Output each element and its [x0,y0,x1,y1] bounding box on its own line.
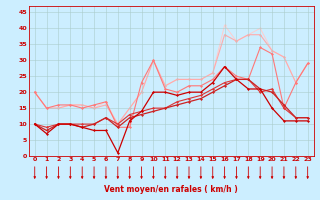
X-axis label: Vent moyen/en rafales ( km/h ): Vent moyen/en rafales ( km/h ) [104,185,238,194]
